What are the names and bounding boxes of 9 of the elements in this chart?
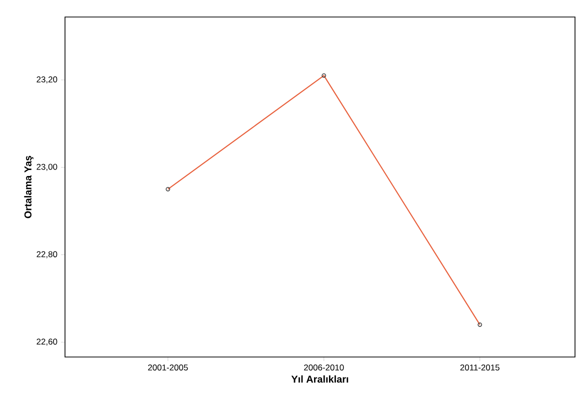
- y-tick-label: 22,60: [36, 338, 58, 346]
- x-axis-title: Yıl Aralıkları: [291, 375, 348, 383]
- x-tick-label: 2011-2015: [460, 364, 500, 370]
- y-tick-label: 23,20: [36, 76, 58, 84]
- y-axis-title: Ortalama Yaş: [24, 156, 34, 218]
- y-tick-label: 22,80: [36, 251, 58, 258]
- x-tick-label: 2001-2005: [148, 364, 188, 370]
- x-tick-label: 2006-2010: [304, 364, 344, 370]
- y-tick-label: 23,00: [36, 164, 58, 171]
